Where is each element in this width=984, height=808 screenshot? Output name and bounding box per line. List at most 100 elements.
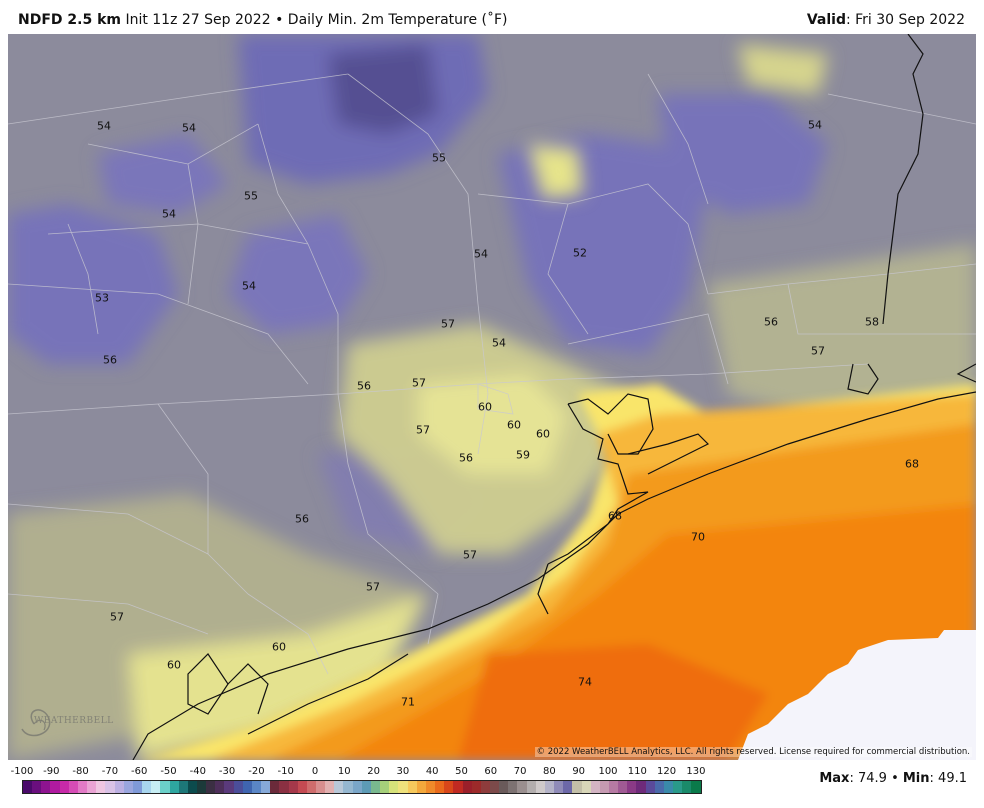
scale-color-swatch bbox=[297, 781, 307, 793]
temperature-value-label: 53 bbox=[95, 291, 109, 305]
scale-color-swatch bbox=[435, 781, 445, 793]
temperature-value-label: 57 bbox=[412, 376, 426, 390]
scale-tick-label: -80 bbox=[72, 766, 89, 777]
scale-color-swatch bbox=[288, 781, 298, 793]
temperature-value-label: 70 bbox=[691, 530, 705, 544]
scale-color-swatch bbox=[279, 781, 289, 793]
scale-color-swatch bbox=[160, 781, 170, 793]
temperature-value-label: 57 bbox=[416, 423, 430, 437]
temperature-value-label: 68 bbox=[905, 457, 919, 471]
scale-tick-label: 70 bbox=[513, 766, 527, 777]
scale-color-swatch bbox=[343, 781, 353, 793]
missing-data-area bbox=[738, 630, 976, 760]
scale-color-swatch bbox=[425, 781, 436, 793]
temperature-value-label: 71 bbox=[401, 695, 415, 709]
scale-color-swatch bbox=[499, 781, 509, 793]
valid-label: Valid bbox=[806, 12, 846, 28]
scale-color-swatch bbox=[233, 781, 243, 793]
max-label: Max bbox=[819, 771, 850, 786]
scale-color-swatch bbox=[59, 781, 69, 793]
scale-color-swatch bbox=[50, 781, 60, 793]
scale-tick-label: 130 bbox=[686, 766, 706, 777]
scale-color-swatch bbox=[261, 781, 271, 793]
temperature-value-label: 58 bbox=[865, 315, 879, 329]
scale-tick-label: 90 bbox=[572, 766, 586, 777]
temperature-value-label: 54 bbox=[492, 336, 506, 350]
valid-value: : Fri 30 Sep 2022 bbox=[845, 12, 965, 28]
scale-tick-label: -90 bbox=[43, 766, 60, 777]
scale-color-swatch bbox=[544, 781, 555, 793]
temperature-value-label: 54 bbox=[97, 119, 111, 133]
scale-color-swatch bbox=[68, 781, 78, 793]
scale-color-swatch bbox=[380, 781, 390, 793]
scale-color-swatch bbox=[41, 781, 51, 793]
scale-color-swatch bbox=[187, 781, 197, 793]
county-lines bbox=[8, 73, 976, 675]
scale-color-swatch bbox=[123, 781, 133, 793]
product-name: Daily Min. 2m Temperature (˚F) bbox=[287, 12, 508, 28]
logo-text: WEATHERBELL bbox=[34, 716, 114, 726]
temperature-value-label: 60 bbox=[536, 427, 550, 441]
map-title: NDFD 2.5 km Init 11z 27 Sep 2022 • Daily… bbox=[18, 12, 508, 28]
scale-color-swatch bbox=[96, 781, 106, 793]
scale-color-swatch bbox=[627, 781, 637, 793]
temperature-value-label: 54 bbox=[162, 207, 176, 221]
min-value: : 49.1 bbox=[929, 771, 967, 786]
scale-color-swatch bbox=[682, 781, 692, 793]
temperature-value-label: 57 bbox=[110, 610, 124, 624]
temperature-value-label: 54 bbox=[242, 279, 256, 293]
temperature-value-label: 54 bbox=[474, 247, 488, 261]
temperature-value-label: 60 bbox=[478, 400, 492, 414]
coastline bbox=[132, 34, 976, 760]
temperature-map[interactable]: WEATHERBELL © 2022 WeatherBELL Analytics… bbox=[8, 34, 976, 760]
temperature-value-label: 57 bbox=[463, 548, 477, 562]
scale-color-swatch bbox=[114, 781, 124, 793]
scale-tick-label: 50 bbox=[455, 766, 468, 777]
scale-color-swatch bbox=[32, 781, 42, 793]
scale-color-swatch bbox=[23, 781, 33, 793]
temperature-value-label: 54 bbox=[808, 118, 822, 132]
scale-tick-label: -100 bbox=[10, 766, 34, 777]
scale-color-swatch bbox=[224, 781, 234, 793]
scale-color-swatch bbox=[416, 781, 426, 793]
scale-tick-label: 120 bbox=[657, 766, 677, 777]
scale-color-swatch bbox=[581, 781, 591, 793]
scale-color-swatch bbox=[462, 781, 472, 793]
scale-color-swatch bbox=[270, 781, 280, 793]
scale-tick-label: 40 bbox=[425, 766, 439, 777]
scale-color-swatch bbox=[352, 781, 362, 793]
scale-color-swatch bbox=[609, 781, 619, 793]
warm-regions bbox=[138, 384, 976, 760]
scale-color-swatch bbox=[407, 781, 417, 793]
scale-color-swatch bbox=[517, 781, 527, 793]
temperature-value-label: 56 bbox=[357, 379, 371, 393]
scale-color-swatch bbox=[673, 781, 683, 793]
scale-color-swatch bbox=[306, 781, 316, 793]
scale-tick-label: 80 bbox=[543, 766, 556, 777]
scale-color-swatch bbox=[471, 781, 481, 793]
scale-bar bbox=[22, 780, 702, 794]
scale-color-swatch bbox=[691, 781, 701, 793]
scale-color-swatch bbox=[325, 781, 335, 793]
scale-tick-label: 20 bbox=[367, 766, 380, 777]
scale-tick-label: -30 bbox=[218, 766, 236, 777]
copyright-notice: © 2022 WeatherBELL Analytics, LLC. All r… bbox=[534, 747, 972, 757]
scale-color-swatch bbox=[142, 781, 152, 793]
temperature-value-label: 56 bbox=[764, 315, 778, 329]
scale-tick-label: 10 bbox=[337, 766, 351, 777]
scale-color-swatch bbox=[370, 781, 381, 793]
temperature-value-label: 74 bbox=[578, 675, 592, 689]
scale-color-swatch bbox=[132, 781, 143, 793]
max-min-stats: Max: 74.9 • Min: 49.1 bbox=[819, 771, 967, 786]
logo-swirl-icon bbox=[21, 709, 51, 737]
temperature-value-label: 56 bbox=[295, 512, 309, 526]
max-value: : 74.9 bbox=[849, 771, 887, 786]
temperature-value-label: 60 bbox=[272, 640, 286, 654]
valid-time: Valid: Fri 30 Sep 2022 bbox=[807, 12, 965, 28]
temperature-value-label: 55 bbox=[244, 189, 258, 203]
scale-color-swatch bbox=[251, 781, 262, 793]
scale-color-swatch bbox=[636, 781, 646, 793]
scale-color-swatch bbox=[563, 781, 573, 793]
temperature-value-label: 60 bbox=[167, 658, 181, 672]
temperature-value-label: 52 bbox=[573, 246, 587, 260]
